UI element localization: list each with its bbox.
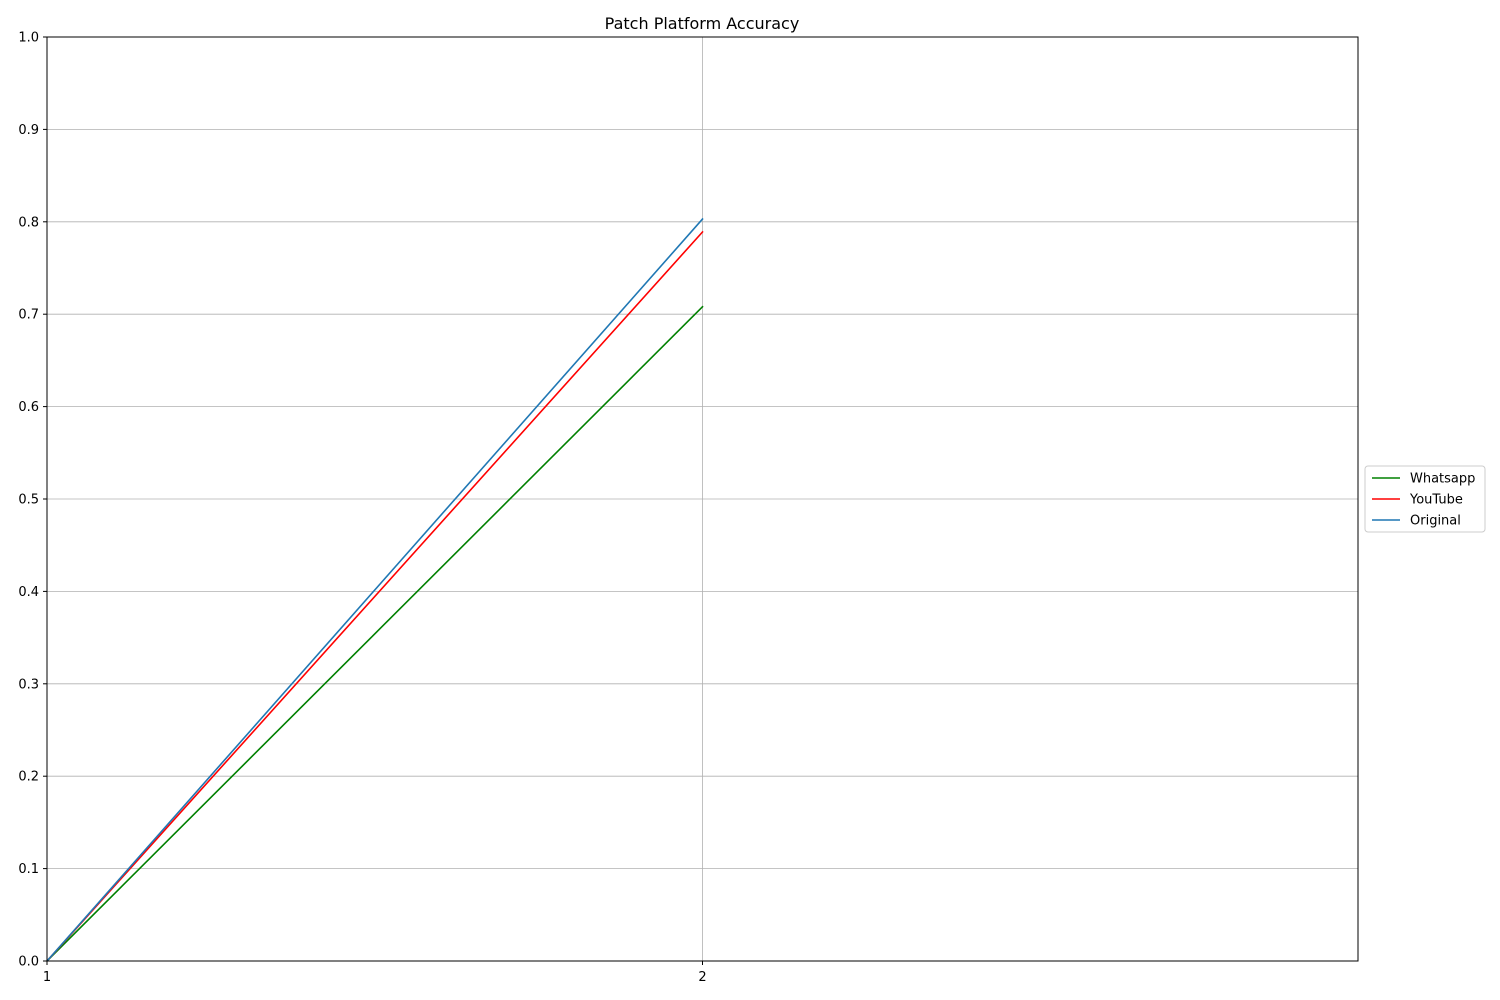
series-line-original [45, 217, 704, 963]
y-tick-label: 1.0 [18, 31, 39, 46]
series-line-youtube [45, 230, 704, 963]
legend-label: YouTube [1409, 493, 1463, 508]
y-tick-label: 0.6 [18, 400, 39, 415]
y-tick-label: 0.5 [18, 493, 39, 508]
y-tick-label: 0.0 [18, 955, 39, 970]
legend-label: Whatsapp [1410, 472, 1475, 487]
series-lines [45, 217, 704, 963]
x-tick-label: 1 [43, 970, 51, 985]
legend-box [1364, 465, 1486, 533]
y-tick-label: 0.8 [18, 215, 39, 230]
y-tick-label: 0.3 [18, 677, 39, 692]
y-axis: 0.0 0.1 0.2 0.3 0.4 0.5 0.6 0.7 0.8 0.9 1.0 [18, 31, 47, 970]
y-tick-label: 0.9 [18, 123, 39, 138]
x-tick-label: 2 [698, 970, 706, 985]
legend: Whatsapp YouTube Original [1364, 465, 1486, 533]
series-line-whatsapp [45, 305, 704, 963]
y-tick-label: 0.4 [18, 585, 39, 600]
y-tick-label: 0.1 [18, 862, 39, 877]
chart-title: Patch Platform Accuracy [605, 14, 800, 33]
y-tick-label: 0.2 [18, 770, 39, 785]
y-tick-label: 0.7 [18, 308, 39, 323]
legend-label: Original [1410, 514, 1461, 529]
